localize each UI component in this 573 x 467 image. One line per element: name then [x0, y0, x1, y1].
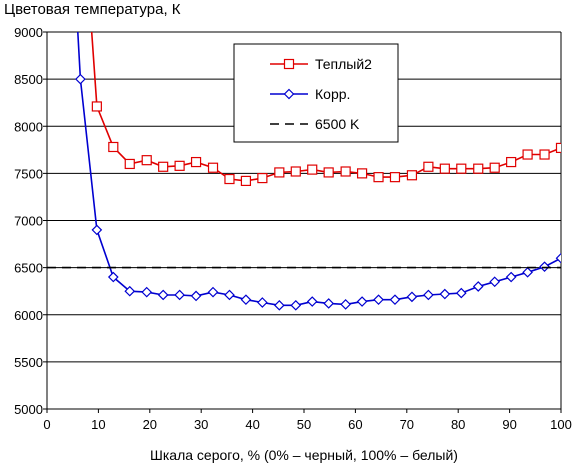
data-point	[290, 299, 302, 311]
data-point	[91, 224, 103, 236]
data-point	[224, 173, 235, 185]
legend-marker	[283, 58, 295, 70]
data-point	[323, 298, 335, 309]
x-tick-label: 60	[348, 417, 362, 432]
legend-label: Теплый2	[315, 56, 372, 72]
data-point	[307, 164, 318, 175]
data-point	[306, 296, 318, 307]
y-tick-label: 6000	[14, 308, 43, 323]
data-point	[158, 161, 169, 172]
data-point	[124, 285, 136, 297]
x-tick-label: 100	[550, 417, 572, 432]
data-point	[124, 158, 135, 170]
x-tick-label: 0	[43, 417, 50, 432]
data-point	[439, 288, 451, 300]
data-point	[257, 172, 268, 184]
x-tick-label: 50	[297, 417, 311, 432]
data-point	[108, 141, 119, 153]
y-tick-label: 9000	[14, 25, 43, 40]
data-point	[389, 172, 401, 183]
y-tick-label: 6500	[14, 261, 43, 276]
tick-labels: 5000 5500 6000 6500 7000 7500 8000 8500 9000 0 10 2…	[14, 25, 572, 432]
data-point	[190, 290, 202, 302]
legend: Теплый2 Корр. 6500 K	[233, 43, 399, 143]
data-point	[455, 287, 467, 299]
x-tick-label: 80	[451, 417, 465, 432]
x-tick-label: 90	[502, 417, 516, 432]
data-point	[489, 276, 501, 288]
series	[47, 32, 561, 311]
data-point	[340, 166, 351, 177]
data-point	[274, 167, 285, 178]
data-point	[141, 155, 152, 166]
data-point	[207, 286, 219, 298]
data-point	[505, 271, 517, 283]
data-point	[539, 261, 550, 273]
y-tick-label: 7500	[14, 166, 43, 181]
data-point	[389, 294, 401, 306]
x-axis-label: Шкала серого, % (0% – черный, 100% – бел…	[150, 447, 458, 463]
data-point	[423, 289, 434, 301]
data-point	[489, 162, 500, 173]
data-point	[555, 252, 561, 264]
data-point	[107, 271, 119, 283]
series-1	[75, 32, 561, 311]
data-point	[240, 294, 252, 306]
x-tick-label: 40	[245, 417, 259, 432]
y-tick-label: 5000	[14, 402, 43, 417]
data-point	[356, 296, 368, 307]
data-point	[224, 289, 235, 301]
data-point	[273, 299, 285, 311]
data-point	[522, 266, 533, 278]
data-point	[406, 170, 418, 181]
axes	[43, 31, 562, 413]
data-point	[539, 149, 550, 160]
data-point	[456, 163, 467, 174]
data-point	[290, 166, 301, 177]
data-point	[141, 286, 153, 298]
data-point	[323, 167, 334, 178]
data-point	[257, 297, 268, 308]
data-point	[439, 163, 450, 174]
data-point	[174, 289, 185, 301]
data-point	[423, 161, 434, 172]
data-point	[157, 289, 169, 301]
y-tick-label: 7000	[14, 214, 43, 229]
series-0	[90, 32, 561, 187]
data-point	[373, 294, 384, 306]
x-tick-label: 20	[143, 417, 157, 432]
data-point	[240, 175, 252, 187]
data-point	[555, 142, 561, 154]
data-point	[174, 160, 185, 171]
x-tick-label: 10	[91, 417, 105, 432]
data-point	[75, 73, 86, 85]
data-point	[207, 162, 219, 173]
y-tick-label: 8500	[14, 72, 43, 87]
legend-marker	[283, 88, 295, 100]
x-tick-label: 30	[194, 417, 208, 432]
legend-label: 6500 K	[315, 116, 360, 132]
x-tick-label: 70	[400, 417, 414, 432]
data-point	[340, 299, 351, 310]
y-tick-label: 8000	[14, 119, 43, 134]
chart-title: Цветовая температура, К	[4, 1, 181, 18]
data-point	[190, 156, 202, 168]
data-point	[522, 149, 533, 160]
y-tick-label: 5500	[14, 355, 43, 370]
data-point	[373, 172, 384, 183]
data-point	[473, 163, 484, 174]
legend-box	[233, 43, 399, 143]
data-point	[91, 101, 102, 112]
data-point	[406, 291, 418, 303]
data-point	[356, 168, 368, 179]
data-point	[472, 281, 484, 292]
legend-label: Корр.	[315, 86, 350, 102]
data-point	[506, 156, 517, 168]
